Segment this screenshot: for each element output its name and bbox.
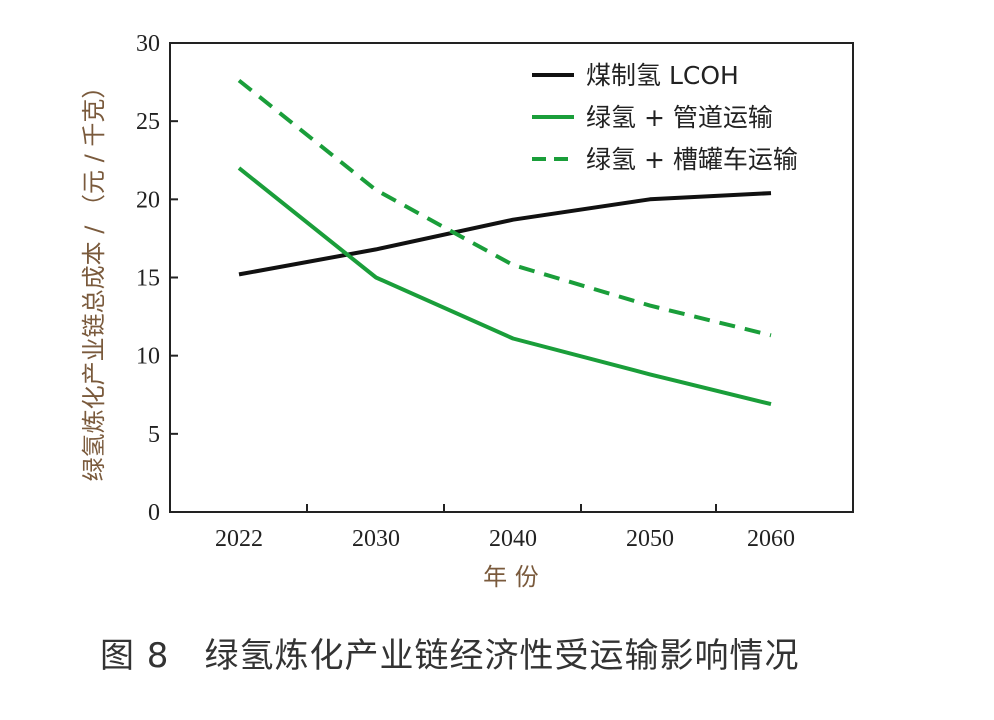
series-layer <box>237 78 772 407</box>
x-tick-label: 2050 <box>626 526 674 552</box>
y-tick-label: 30 <box>136 31 160 57</box>
x-tick-label: 2030 <box>352 526 400 552</box>
legend-label: 煤制氢 LCOH <box>586 61 739 90</box>
series-line-3 <box>237 78 772 338</box>
series-line-2 <box>237 166 772 407</box>
y-tick-label: 0 <box>148 500 160 526</box>
legend-label: 绿氢 + 管道运输 <box>586 103 773 132</box>
x-axis-title: 年 份 <box>483 563 539 591</box>
y-axis-title: 绿氢炼化产业链总成本 / （元 / 千克） <box>80 75 108 482</box>
y-tick-label: 10 <box>136 344 160 370</box>
y-tick-label: 5 <box>148 422 160 448</box>
figure-caption: 图 8 绿氢炼化产业链经济性受运输影响情况 <box>100 636 800 676</box>
y-axis: 0 5 10 15 20 25 30 <box>136 31 178 526</box>
x-axis: 2022 2030 2040 2050 2060 <box>215 504 795 552</box>
chart: 0 5 10 15 20 25 30 2022 2030 2040 2050 2060 煤制氢 LC… <box>80 31 854 591</box>
series-line-1 <box>238 191 772 277</box>
x-tick-label: 2022 <box>215 526 263 552</box>
y-tick-label: 15 <box>136 266 160 292</box>
x-tick-label: 2040 <box>489 526 537 552</box>
legend-label: 绿氢 + 槽罐车运输 <box>586 145 798 174</box>
x-tick-label: 2060 <box>747 526 795 552</box>
y-tick-label: 25 <box>136 109 160 135</box>
y-tick-label: 20 <box>136 187 160 213</box>
